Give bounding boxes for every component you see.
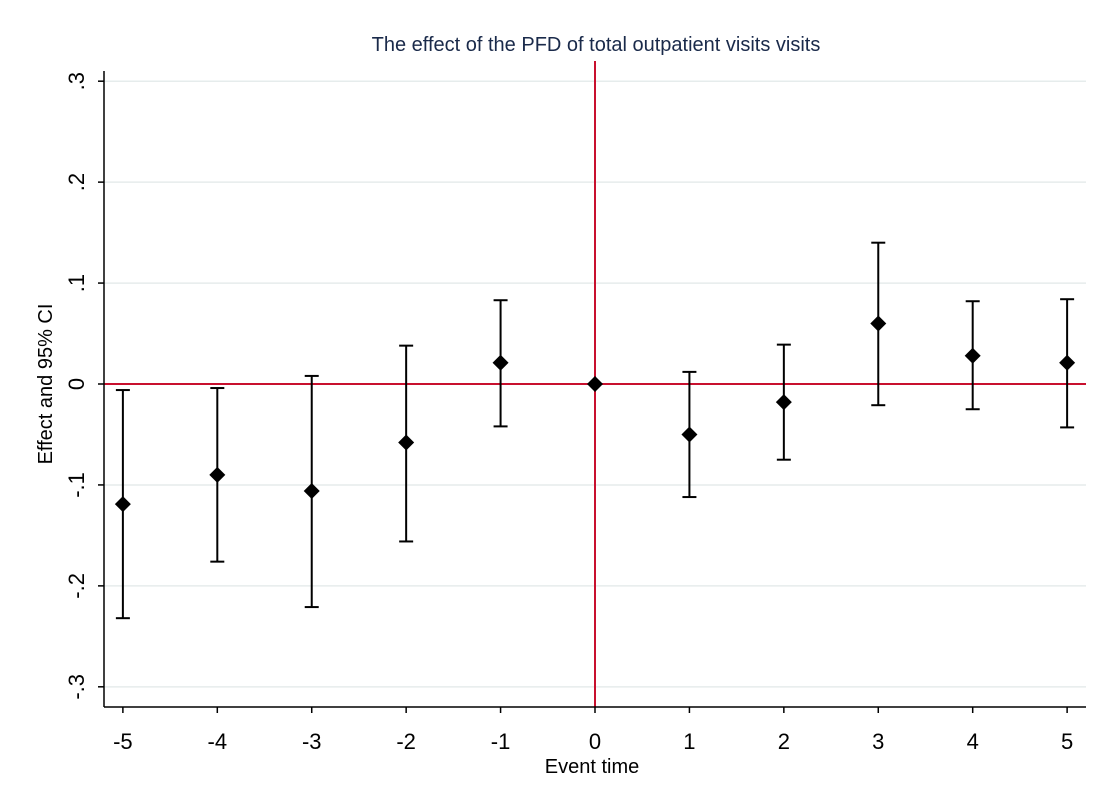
x-tick-label: -4 bbox=[208, 729, 228, 754]
x-tick-label: 3 bbox=[872, 729, 884, 754]
point-estimate-marker bbox=[775, 394, 792, 411]
y-tick-label: -.2 bbox=[64, 573, 89, 599]
x-tick-label: -1 bbox=[491, 729, 511, 754]
y-tick-label: .3 bbox=[64, 72, 89, 90]
x-tick-label: 0 bbox=[589, 729, 601, 754]
point-estimate-marker bbox=[398, 434, 415, 451]
x-tick-label: 2 bbox=[778, 729, 790, 754]
point-estimate-marker bbox=[492, 354, 509, 371]
point-estimate-marker bbox=[209, 466, 226, 483]
x-tick-label: -3 bbox=[302, 729, 322, 754]
y-tick-label: .2 bbox=[64, 173, 89, 191]
y-tick-label: -.3 bbox=[64, 674, 89, 700]
y-axis-label: Effect and 95% CI bbox=[35, 304, 57, 465]
point-estimate-marker bbox=[964, 347, 981, 364]
point-estimate-marker bbox=[587, 376, 603, 392]
axes bbox=[98, 71, 1086, 713]
x-tick-labels: -5 -4 -3 -2 -1 0 1 2 3 4 5 bbox=[113, 729, 1073, 754]
point-estimate-marker bbox=[114, 496, 131, 513]
chart-title: The effect of the PFD of total outpatien… bbox=[372, 34, 821, 56]
x-tick-label: 5 bbox=[1061, 729, 1073, 754]
x-tick-label: -2 bbox=[396, 729, 416, 754]
point-estimate-marker bbox=[870, 315, 887, 332]
x-tick-label: 1 bbox=[683, 729, 695, 754]
y-tick-label: -.1 bbox=[64, 472, 89, 498]
x-tick-label: 4 bbox=[967, 729, 979, 754]
point-estimate-marker bbox=[681, 426, 698, 443]
point-estimates bbox=[114, 315, 1076, 513]
y-tick-label: .1 bbox=[64, 274, 89, 292]
point-estimate-marker bbox=[303, 482, 320, 499]
point-estimate-marker bbox=[1059, 354, 1076, 371]
x-axis-label: Event time bbox=[545, 756, 639, 778]
y-tick-label: 0 bbox=[64, 378, 89, 390]
y-tick-labels: -.3 -.2 -.1 0 .1 .2 .3 bbox=[64, 72, 89, 700]
x-tick-label: -5 bbox=[113, 729, 133, 754]
